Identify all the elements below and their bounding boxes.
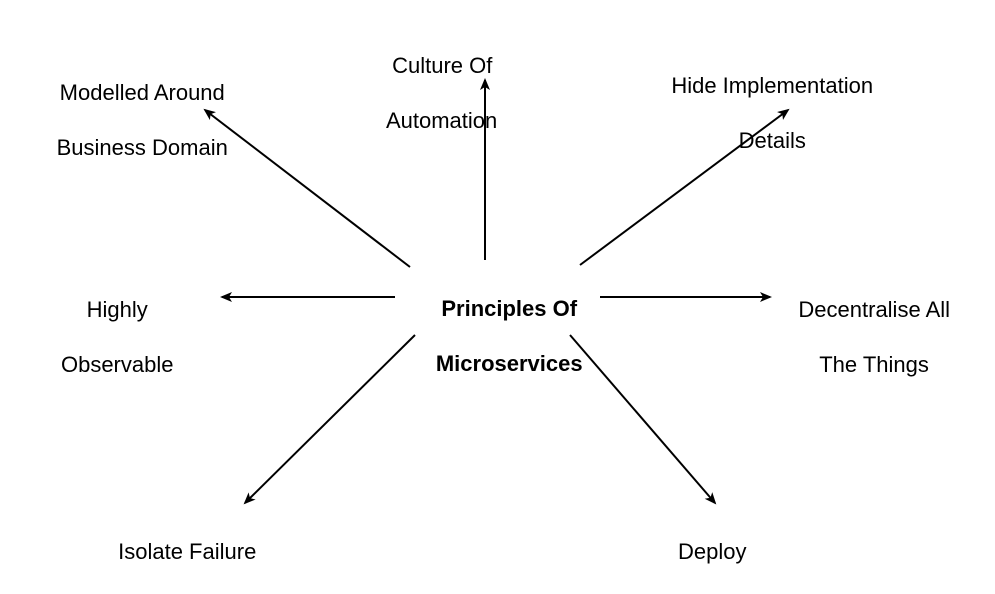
node-isolate: Isolate Failure [45, 510, 305, 593]
node-culture: Culture Of Automation [300, 24, 560, 162]
node-modelled-line2: Business Domain [57, 135, 228, 160]
node-culture-line2: Automation [386, 108, 497, 133]
node-decentralise-line1: Decentralise All [798, 297, 950, 322]
node-decentralise-line2: The Things [819, 352, 929, 377]
node-observable-line2: Observable [61, 352, 174, 377]
node-deploy: Deploy Independently [570, 510, 830, 594]
node-hide-line1: Hide Implementation [671, 73, 873, 98]
node-isolate-line1: Isolate Failure [118, 539, 256, 564]
node-deploy-line1: Deploy [678, 539, 746, 564]
node-modelled-line1: Modelled Around [60, 80, 225, 105]
node-hide: Hide Implementation Details [630, 44, 890, 182]
center-node: Principles Of Microservices [397, 267, 597, 405]
center-line2: Microservices [436, 351, 583, 376]
center-line1: Principles Of [441, 296, 577, 321]
arrow-isolate [245, 335, 415, 503]
node-hide-line2: Details [739, 128, 806, 153]
node-decentralise: Decentralise All The Things [732, 268, 992, 406]
node-observable: Highly Observable [0, 268, 235, 406]
node-modelled: Modelled Around Business Domain [0, 51, 260, 189]
node-culture-line1: Culture Of [392, 53, 492, 78]
diagram-canvas: Principles Of Microservices Modelled Aro… [0, 0, 995, 594]
node-observable-line1: Highly [87, 297, 148, 322]
